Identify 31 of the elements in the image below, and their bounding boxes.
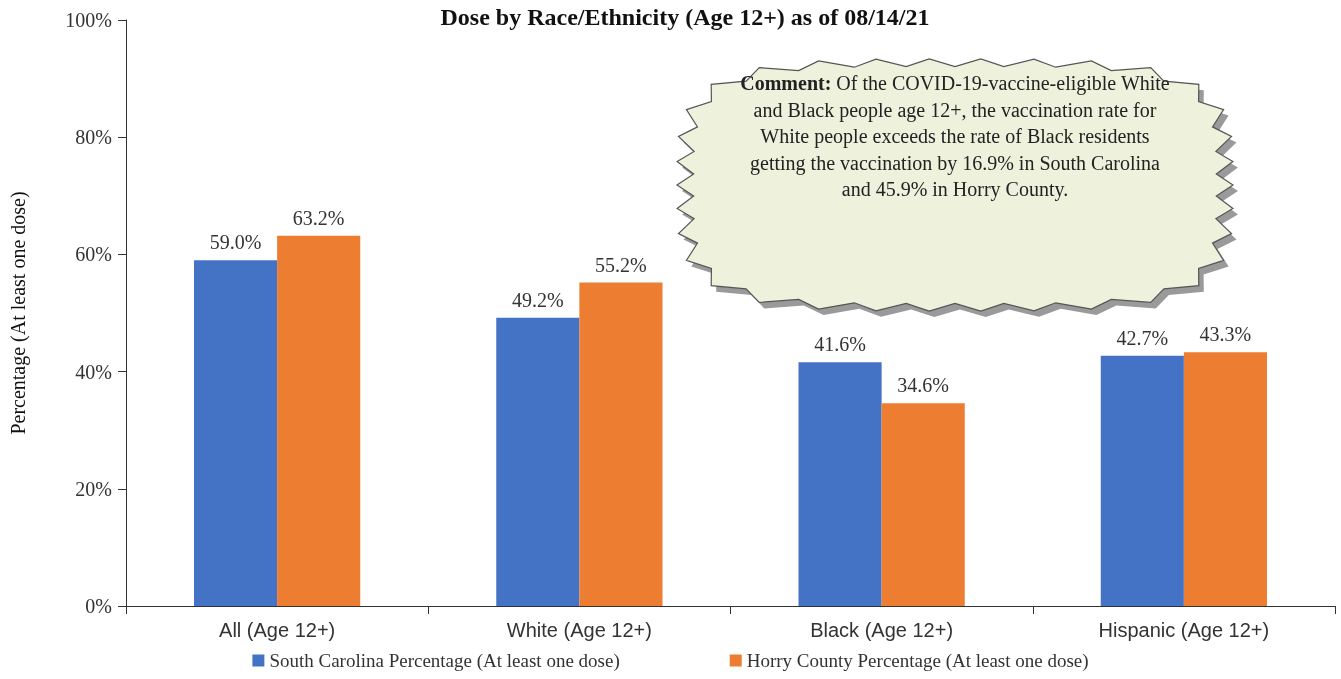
data-label: 43.3% [1199, 323, 1252, 346]
bar [798, 362, 882, 606]
bar [194, 260, 278, 606]
bar [1183, 352, 1267, 606]
y-tick-label: 40% [75, 360, 112, 383]
y-tick-label: 80% [75, 126, 112, 149]
x-tick-label: Black (Age 12+) [810, 619, 954, 641]
annotation: Comment: Of the COVID-19-vaccine-eligible White and Black people age 12+, the vaccination rate for White people exceeds the rate of Black residents getting the vaccination by 16.9% in South Carolina and 45.9% in Horry County. [740, 71, 1170, 203]
data-label: 34.6% [897, 374, 950, 397]
data-label: 41.6% [814, 333, 866, 356]
y-tick-label: 20% [75, 477, 112, 500]
x-tick-label: Hispanic (Age 12+) [1098, 619, 1270, 641]
data-label: 42.7% [1116, 326, 1169, 349]
y-tick-label: 60% [75, 243, 112, 266]
bar [277, 235, 361, 606]
bar [496, 317, 580, 606]
data-label: 63.2% [292, 206, 345, 229]
data-label: 55.2% [595, 253, 647, 276]
data-label: 59.0% [209, 231, 262, 254]
y-axis-title: Percentage (At least one dose) [7, 191, 30, 435]
legend-label: Horry County Percentage (At least one dose) [746, 650, 1089, 672]
chart-title: Dose by Race/Ethnicity (Age 12+) as of 08/14/21 [440, 4, 930, 30]
y-tick-label: 0% [85, 595, 112, 617]
bar [881, 403, 965, 606]
x-tick-label: All (Age 12+) [219, 619, 336, 641]
bar [1100, 355, 1184, 606]
x-tick-label: White (Age 12+) [506, 619, 652, 641]
legend-label: South Carolina Percentage (At least one dose) [269, 650, 620, 672]
data-label: 49.2% [511, 288, 564, 311]
y-tick-label: 100% [65, 9, 112, 31]
bar [579, 282, 663, 606]
